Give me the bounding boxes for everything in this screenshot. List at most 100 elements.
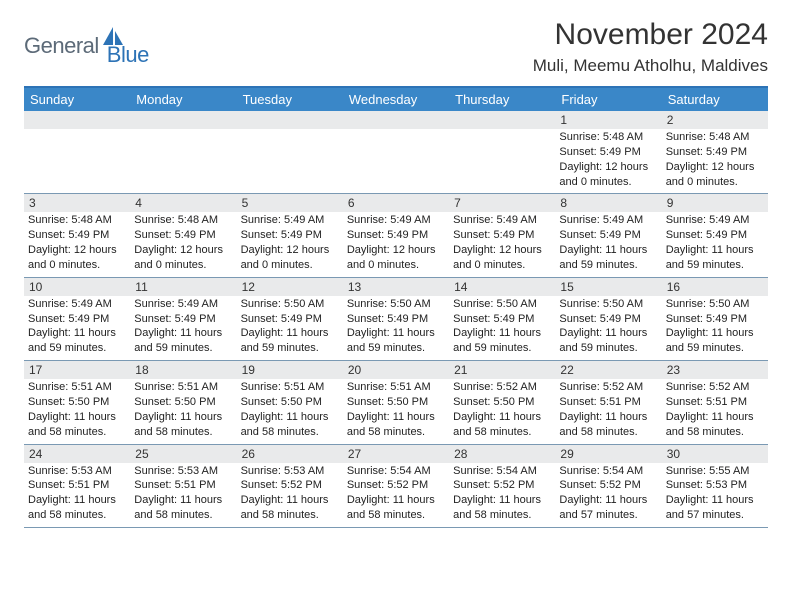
sunrise-text: Sunrise: 5:51 AM [347,380,445,395]
sunset-text: Sunset: 5:49 PM [134,228,232,243]
weekday-header: Monday [130,88,236,111]
sunset-text: Sunset: 5:52 PM [347,478,445,493]
daylight-text: Daylight: 11 hours and 59 minutes. [666,243,764,273]
daylight-text: Daylight: 11 hours and 59 minutes. [559,326,657,356]
day-number: 25 [130,445,236,463]
day-number-row: 17181920212223 [24,361,768,379]
sunset-text: Sunset: 5:49 PM [559,228,657,243]
day-cell: Sunrise: 5:52 AMSunset: 5:51 PMDaylight:… [555,379,661,443]
day-cell: Sunrise: 5:48 AMSunset: 5:49 PMDaylight:… [24,212,130,276]
sunset-text: Sunset: 5:51 PM [666,395,764,410]
day-number: 8 [555,194,661,212]
sunrise-text: Sunrise: 5:49 AM [453,213,551,228]
daylight-text: Daylight: 12 hours and 0 minutes. [241,243,339,273]
day-number: 13 [343,278,449,296]
day-number: 1 [555,111,661,129]
sunrise-text: Sunrise: 5:50 AM [347,297,445,312]
daylight-text: Daylight: 11 hours and 58 minutes. [453,410,551,440]
day-number: 16 [662,278,768,296]
daylight-text: Daylight: 11 hours and 58 minutes. [666,410,764,440]
sunset-text: Sunset: 5:51 PM [28,478,126,493]
day-body-row: Sunrise: 5:48 AMSunset: 5:49 PMDaylight:… [24,212,768,276]
day-body-row: Sunrise: 5:48 AMSunset: 5:49 PMDaylight:… [24,129,768,193]
daylight-text: Daylight: 11 hours and 58 minutes. [347,493,445,523]
logo-text-1: General [24,33,99,59]
sunset-text: Sunset: 5:49 PM [666,312,764,327]
day-cell: Sunrise: 5:48 AMSunset: 5:49 PMDaylight:… [555,129,661,193]
day-number: 4 [130,194,236,212]
sunrise-text: Sunrise: 5:53 AM [134,464,232,479]
weeks-container: 12Sunrise: 5:48 AMSunset: 5:49 PMDayligh… [24,111,768,528]
daylight-text: Daylight: 11 hours and 58 minutes. [134,493,232,523]
sunset-text: Sunset: 5:49 PM [666,145,764,160]
sunrise-text: Sunrise: 5:52 AM [666,380,764,395]
day-number: 23 [662,361,768,379]
sunset-text: Sunset: 5:49 PM [453,312,551,327]
sunrise-text: Sunrise: 5:51 AM [241,380,339,395]
week-row: 3456789Sunrise: 5:48 AMSunset: 5:49 PMDa… [24,194,768,277]
day-number-row: 10111213141516 [24,278,768,296]
day-number [449,111,555,129]
day-cell: Sunrise: 5:54 AMSunset: 5:52 PMDaylight:… [555,463,661,527]
day-cell: Sunrise: 5:51 AMSunset: 5:50 PMDaylight:… [237,379,343,443]
day-number: 14 [449,278,555,296]
day-cell [24,129,130,193]
day-cell: Sunrise: 5:49 AMSunset: 5:49 PMDaylight:… [343,212,449,276]
sunrise-text: Sunrise: 5:50 AM [559,297,657,312]
sunrise-text: Sunrise: 5:54 AM [453,464,551,479]
day-cell: Sunrise: 5:49 AMSunset: 5:49 PMDaylight:… [130,296,236,360]
sunset-text: Sunset: 5:52 PM [241,478,339,493]
day-number: 27 [343,445,449,463]
daylight-text: Daylight: 11 hours and 59 minutes. [28,326,126,356]
sunset-text: Sunset: 5:49 PM [347,228,445,243]
header: General Blue November 2024 Muli, Meemu A… [24,18,768,76]
weekday-header-row: SundayMondayTuesdayWednesdayThursdayFrid… [24,88,768,111]
daylight-text: Daylight: 11 hours and 58 minutes. [453,493,551,523]
day-cell: Sunrise: 5:53 AMSunset: 5:51 PMDaylight:… [130,463,236,527]
day-cell: Sunrise: 5:52 AMSunset: 5:51 PMDaylight:… [662,379,768,443]
day-cell: Sunrise: 5:50 AMSunset: 5:49 PMDaylight:… [662,296,768,360]
sunset-text: Sunset: 5:50 PM [28,395,126,410]
day-number: 29 [555,445,661,463]
sunrise-text: Sunrise: 5:48 AM [666,130,764,145]
daylight-text: Daylight: 11 hours and 58 minutes. [28,410,126,440]
sunrise-text: Sunrise: 5:50 AM [453,297,551,312]
sunrise-text: Sunrise: 5:54 AM [559,464,657,479]
sunset-text: Sunset: 5:51 PM [559,395,657,410]
daylight-text: Daylight: 12 hours and 0 minutes. [453,243,551,273]
daylight-text: Daylight: 12 hours and 0 minutes. [347,243,445,273]
daylight-text: Daylight: 11 hours and 58 minutes. [134,410,232,440]
sunset-text: Sunset: 5:49 PM [559,145,657,160]
day-cell: Sunrise: 5:48 AMSunset: 5:49 PMDaylight:… [662,129,768,193]
day-cell: Sunrise: 5:54 AMSunset: 5:52 PMDaylight:… [343,463,449,527]
sunset-text: Sunset: 5:52 PM [559,478,657,493]
day-cell: Sunrise: 5:50 AMSunset: 5:49 PMDaylight:… [449,296,555,360]
sunrise-text: Sunrise: 5:50 AM [241,297,339,312]
sunset-text: Sunset: 5:49 PM [241,228,339,243]
daylight-text: Daylight: 12 hours and 0 minutes. [28,243,126,273]
location: Muli, Meemu Atholhu, Maldives [533,56,768,76]
day-number: 5 [237,194,343,212]
sunset-text: Sunset: 5:49 PM [347,312,445,327]
sunset-text: Sunset: 5:50 PM [347,395,445,410]
day-cell: Sunrise: 5:51 AMSunset: 5:50 PMDaylight:… [130,379,236,443]
day-number: 18 [130,361,236,379]
day-number: 7 [449,194,555,212]
day-number [343,111,449,129]
day-number: 15 [555,278,661,296]
day-cell: Sunrise: 5:53 AMSunset: 5:51 PMDaylight:… [24,463,130,527]
sunset-text: Sunset: 5:50 PM [241,395,339,410]
day-cell: Sunrise: 5:49 AMSunset: 5:49 PMDaylight:… [555,212,661,276]
sunrise-text: Sunrise: 5:50 AM [666,297,764,312]
daylight-text: Daylight: 11 hours and 59 minutes. [453,326,551,356]
day-body-row: Sunrise: 5:49 AMSunset: 5:49 PMDaylight:… [24,296,768,360]
day-number: 22 [555,361,661,379]
title-block: November 2024 Muli, Meemu Atholhu, Maldi… [533,18,768,76]
day-cell: Sunrise: 5:54 AMSunset: 5:52 PMDaylight:… [449,463,555,527]
day-number: 17 [24,361,130,379]
day-number: 9 [662,194,768,212]
sunset-text: Sunset: 5:53 PM [666,478,764,493]
day-number: 28 [449,445,555,463]
month-title: November 2024 [533,18,768,52]
sunrise-text: Sunrise: 5:52 AM [559,380,657,395]
